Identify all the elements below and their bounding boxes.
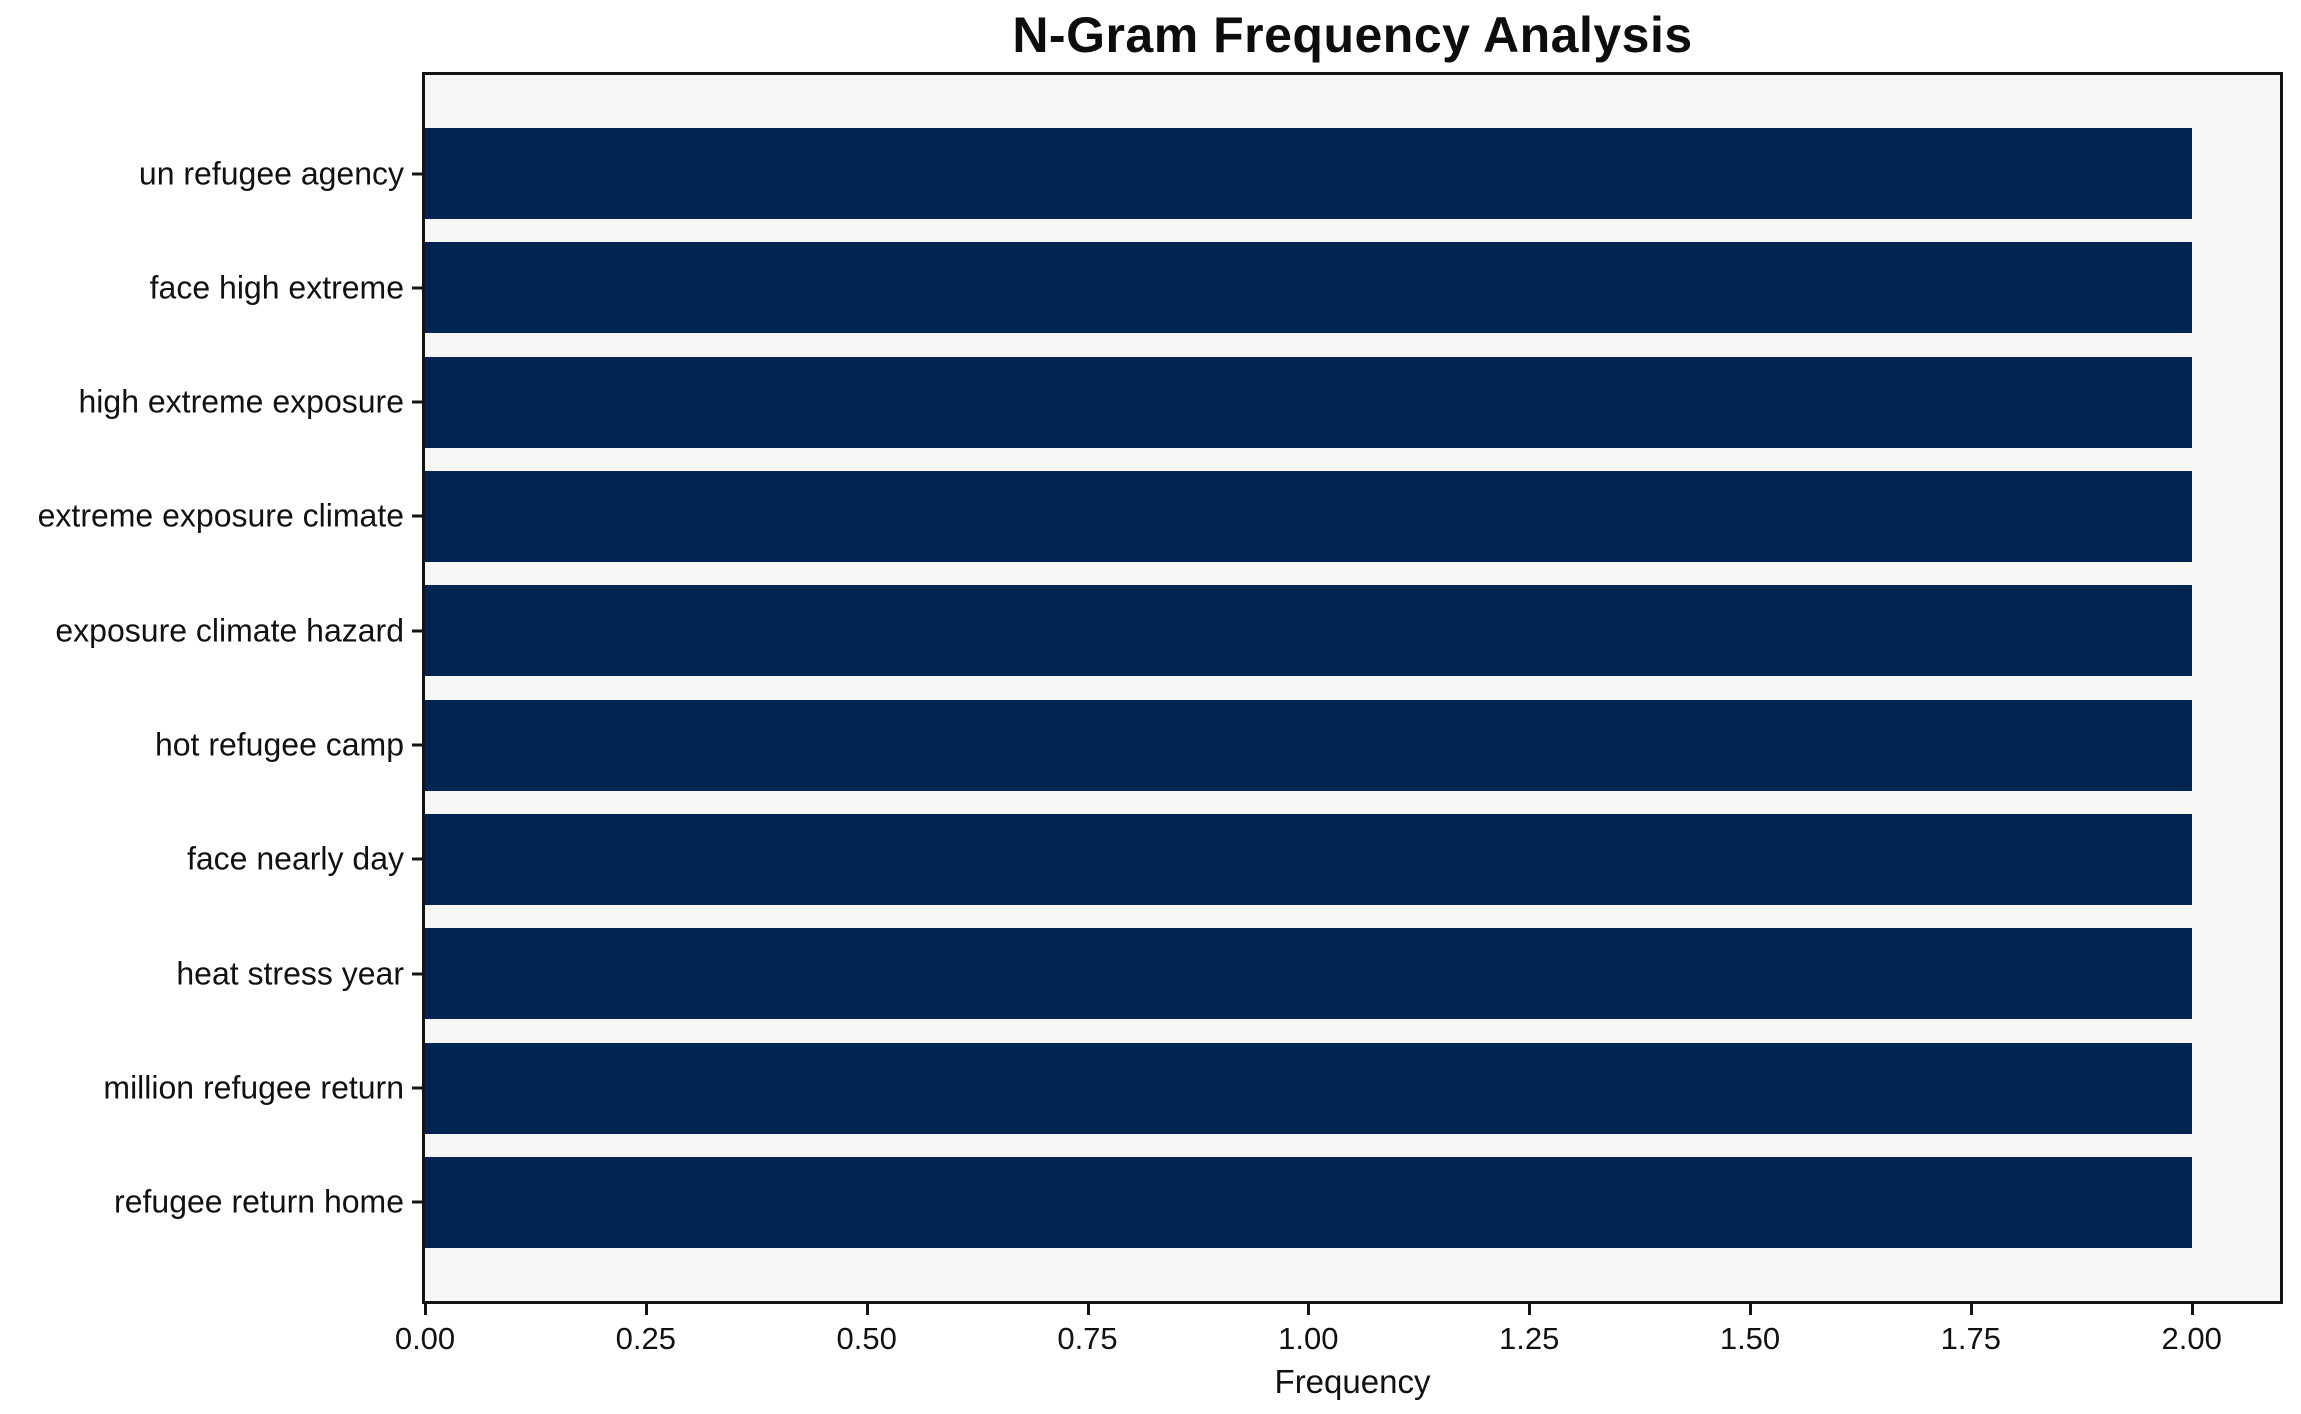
bar-row: face high extreme	[150, 242, 2280, 334]
frequency-bar	[425, 356, 2192, 448]
frequency-bar	[425, 585, 2192, 677]
x-tick-mark	[2190, 1304, 2194, 1315]
frequency-bar	[425, 928, 2192, 1020]
plot-area: un refugee agency face high extreme high e…	[38, 72, 2283, 1400]
y-tick-label: heat stress year	[176, 955, 404, 992]
x-tick-label: 0.50	[836, 1321, 897, 1356]
frequency-bar	[425, 470, 2192, 562]
x-tick-label: 1.50	[1719, 1321, 1781, 1356]
y-tick-label: extreme exposure climate	[37, 497, 404, 534]
frequency-bar	[425, 128, 2192, 219]
x-tick-mark	[424, 1304, 427, 1315]
frequency-bar	[425, 699, 2192, 791]
bar-row: un refugee agency	[139, 128, 2280, 219]
x-tick-mark	[644, 1304, 648, 1315]
bar-row: exposure climate hazard	[55, 585, 2280, 677]
y-tick-mark	[412, 1200, 422, 1204]
bar-row: refugee return home	[114, 1156, 2280, 1248]
bar-row: high extreme exposure	[78, 356, 2280, 448]
y-tick-mark	[412, 743, 422, 747]
y-tick-mark	[412, 286, 422, 290]
x-tick-label: 0.75	[1057, 1321, 1118, 1356]
y-tick-label: high extreme exposure	[78, 383, 404, 420]
y-tick-label: face high extreme	[149, 269, 404, 306]
y-tick-mark	[412, 172, 422, 175]
x-tick-mark	[1528, 1304, 1532, 1315]
x-axis-label: Frequency	[1274, 1363, 1431, 1400]
chart-title: N-Gram Frequency Analysis	[1012, 7, 1693, 63]
x-tick-label: 1.75	[1940, 1321, 2001, 1356]
frequency-bar	[425, 242, 2192, 334]
y-tick-mark	[412, 514, 422, 518]
y-tick-mark	[412, 400, 422, 404]
x-tick-label: 1.25	[1498, 1321, 1560, 1356]
bar-row: million refugee return	[103, 1042, 2280, 1134]
x-tick-mark	[865, 1304, 869, 1315]
bar-row: face nearly day	[187, 813, 2280, 905]
x-tick-mark	[1086, 1304, 1090, 1315]
bars-container: un refugee agency face high extreme high e…	[38, 75, 2280, 1301]
y-tick-label: refugee return home	[114, 1183, 404, 1220]
y-tick-label: million refugee return	[103, 1069, 404, 1106]
x-tick-mark	[1307, 1304, 1311, 1315]
y-tick-label: hot refugee camp	[154, 726, 404, 763]
x-tick-mark	[1749, 1304, 1752, 1315]
y-tick-label: exposure climate hazard	[55, 612, 404, 649]
y-tick-label: face nearly day	[186, 840, 404, 877]
x-tick-label: 0.00	[394, 1321, 456, 1356]
x-tick-label: 0.25	[615, 1321, 676, 1356]
y-tick-mark	[412, 857, 422, 861]
frequency-bar	[425, 1042, 2192, 1134]
y-tick-mark	[412, 629, 422, 633]
bar-row: heat stress year	[176, 928, 2280, 1020]
x-tick-label: 1.00	[1278, 1321, 1339, 1356]
bar-row: extreme exposure climate	[38, 470, 2280, 562]
y-tick-mark	[412, 972, 422, 976]
y-tick-mark	[412, 1086, 422, 1090]
x-tick-label: 2.00	[2161, 1321, 2222, 1356]
bar-row: hot refugee camp	[155, 699, 2280, 791]
frequency-bar	[425, 1156, 2192, 1248]
frequency-bar	[425, 813, 2192, 905]
y-tick-label: un refugee agency	[138, 155, 404, 191]
x-tick-mark	[1969, 1304, 1973, 1315]
